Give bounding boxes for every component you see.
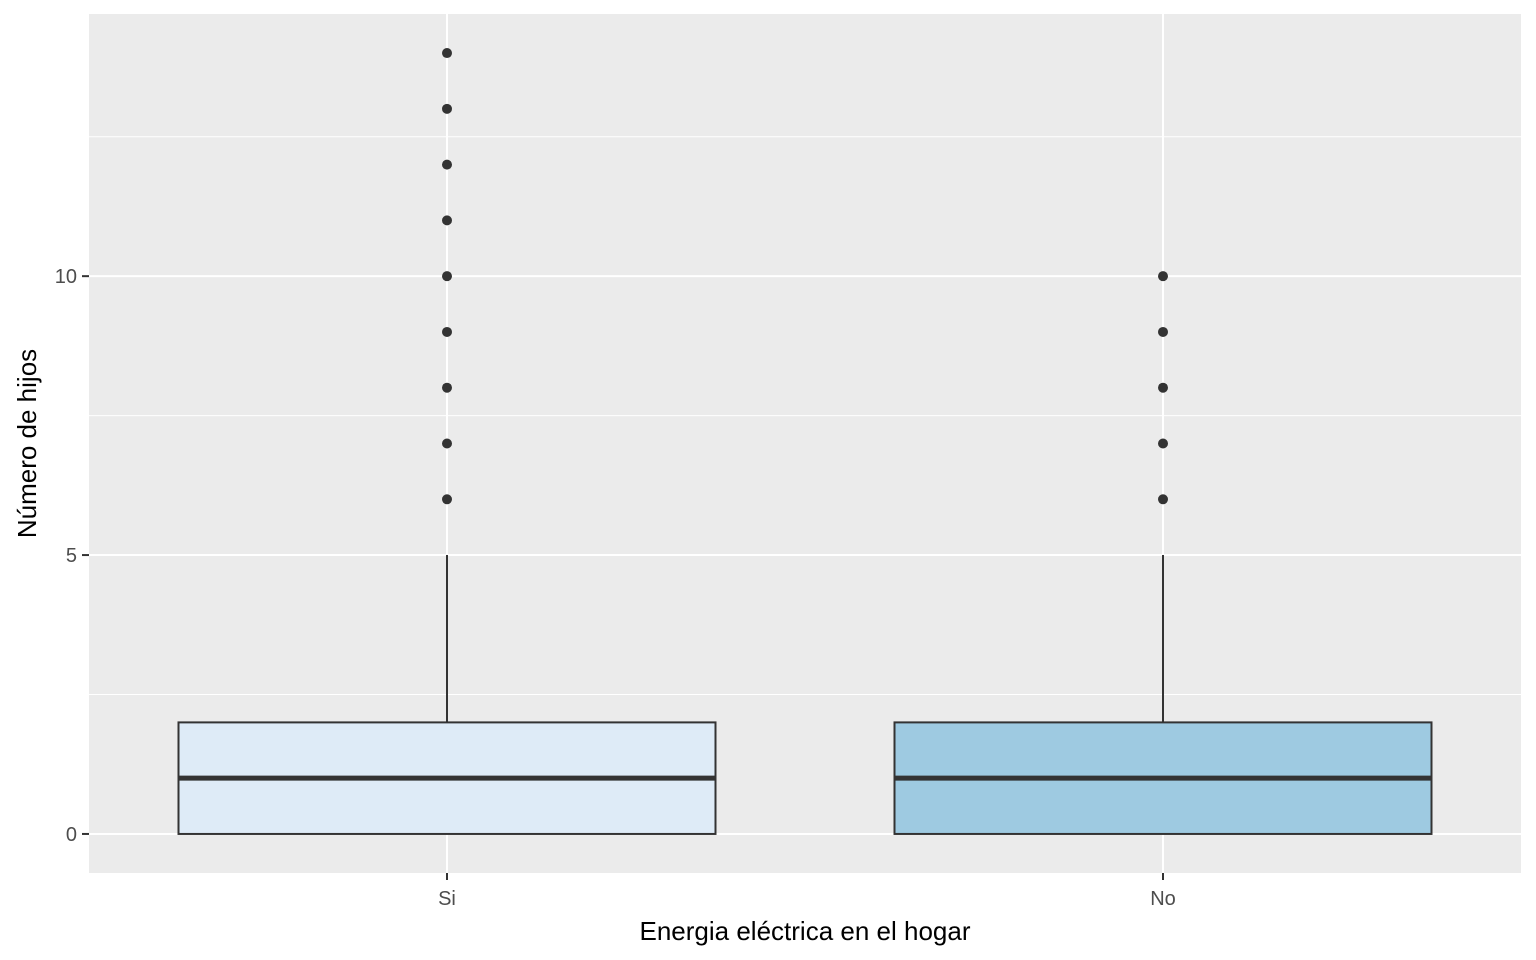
outlier-point xyxy=(1158,271,1168,282)
outlier-point xyxy=(1158,382,1168,393)
box-no xyxy=(893,271,1433,835)
outlier-point xyxy=(442,494,452,505)
y-tick-label: 10 xyxy=(55,266,77,288)
y-axis: 0 5 10 xyxy=(55,266,89,846)
outlier-point xyxy=(442,326,452,337)
y-tick-label: 5 xyxy=(66,545,77,567)
outlier-point xyxy=(1158,326,1168,337)
x-tick-label: No xyxy=(1150,888,1176,910)
outlier-point xyxy=(442,438,452,449)
outlier-point xyxy=(442,215,452,226)
x-axis-title: Energia eléctrica en el hogar xyxy=(640,916,971,946)
boxes xyxy=(177,48,1433,835)
outlier-point xyxy=(442,382,452,393)
x-tick-label: Si xyxy=(438,888,456,910)
outlier-point xyxy=(442,48,452,59)
y-tick-label: 0 xyxy=(66,824,77,846)
outlier-point xyxy=(442,159,452,170)
x-axis: Si No xyxy=(438,873,1176,910)
outlier-point xyxy=(1158,494,1168,505)
outlier-point xyxy=(1158,438,1168,449)
box-si xyxy=(177,48,717,835)
outlier-point xyxy=(442,271,452,282)
minor-grid xyxy=(89,136,1521,696)
y-axis-title: Número de hijos xyxy=(12,349,42,538)
outlier-point xyxy=(442,103,452,114)
